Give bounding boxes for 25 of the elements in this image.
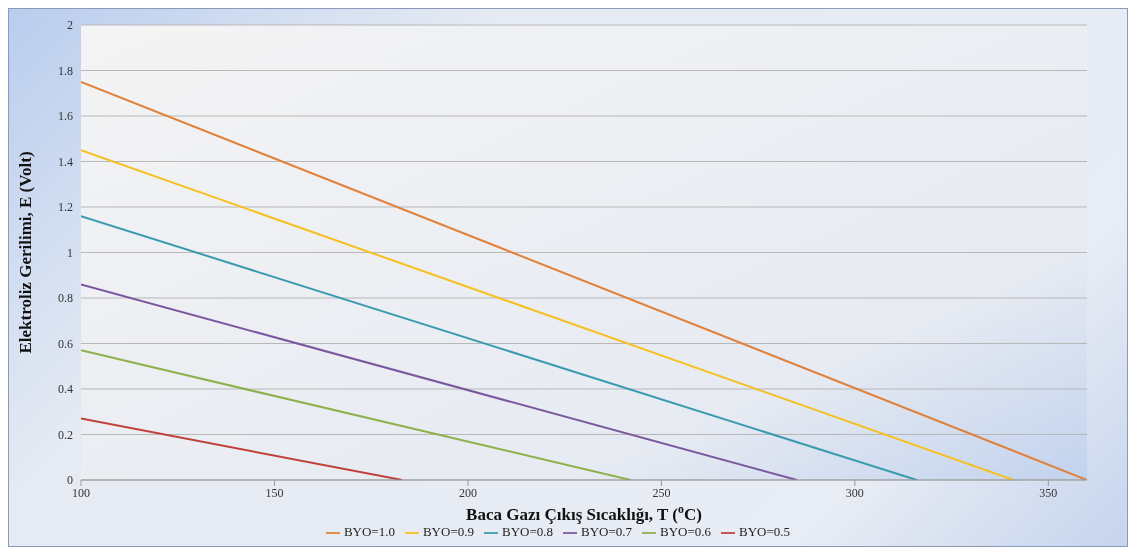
x-axis-title: Baca Gazı Çıkış Sıcaklığı, T ($^{o}$C) — [466, 501, 702, 524]
legend-label: BYO=0.8 — [501, 524, 553, 539]
y-tick-label: 2 — [67, 18, 73, 33]
x-tick-label: 150 — [265, 485, 284, 500]
legend-label: BYO=0.9 — [422, 523, 474, 539]
legend-label: BYO=0.6 — [660, 523, 712, 539]
legend-label: BYO=0.7 — [581, 524, 633, 539]
x-tick-label: 200 — [458, 485, 477, 500]
x-tick-label: 350 — [1039, 485, 1058, 500]
y-tick-label: 1.8 — [58, 63, 73, 78]
y-tick-label: 0.6 — [58, 336, 73, 351]
y-tick-label: 1.2 — [58, 200, 73, 215]
legend-label: BYO=1.0 — [343, 523, 395, 539]
y-tick-label: 1 — [67, 245, 73, 260]
y-tick-label: 0.4 — [58, 382, 73, 397]
y-tick-label: 0.2 — [58, 427, 73, 442]
y-tick-label: 0.8 — [58, 291, 73, 306]
y-axis-title: Elektroliz Gerilimi, E (Volt) — [16, 151, 35, 354]
x-tick-label: 100 — [72, 485, 90, 500]
legend-label: BYO=0.5 — [739, 523, 791, 539]
x-tick-label: 250 — [652, 485, 671, 500]
y-tick-label: 1.4 — [58, 154, 73, 169]
y-tick-label: 0 — [67, 473, 73, 488]
y-tick-label: 1.6 — [58, 109, 73, 124]
x-tick-label: 300 — [845, 485, 864, 500]
